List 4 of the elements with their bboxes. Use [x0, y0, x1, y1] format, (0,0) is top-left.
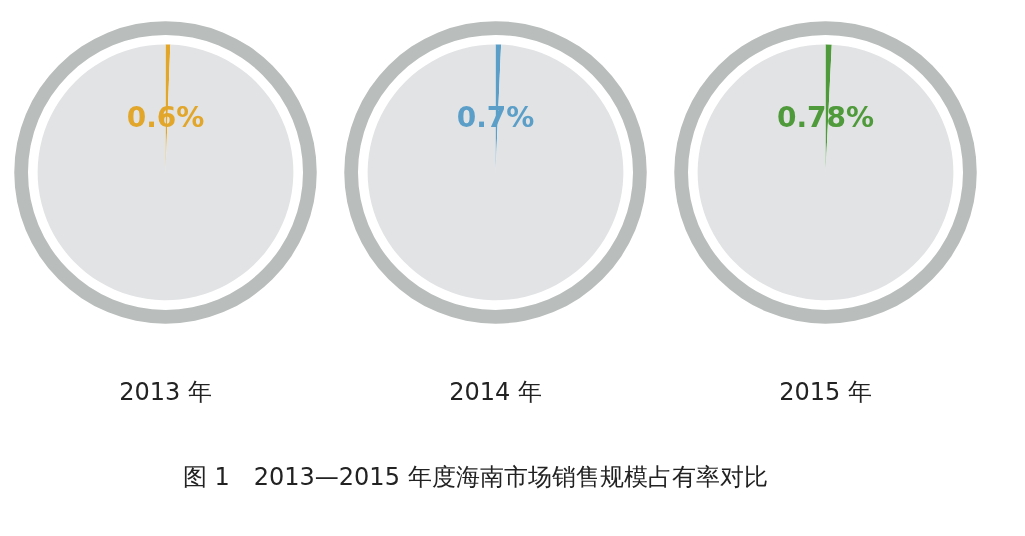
text: 2013 年 — [119, 378, 212, 407]
text: 2014 年 — [449, 378, 542, 407]
text: 2015 年 — [779, 378, 872, 407]
caption: 图 1 2013—2015 年度海南市场销售规模占有率对比 — [182, 462, 768, 491]
